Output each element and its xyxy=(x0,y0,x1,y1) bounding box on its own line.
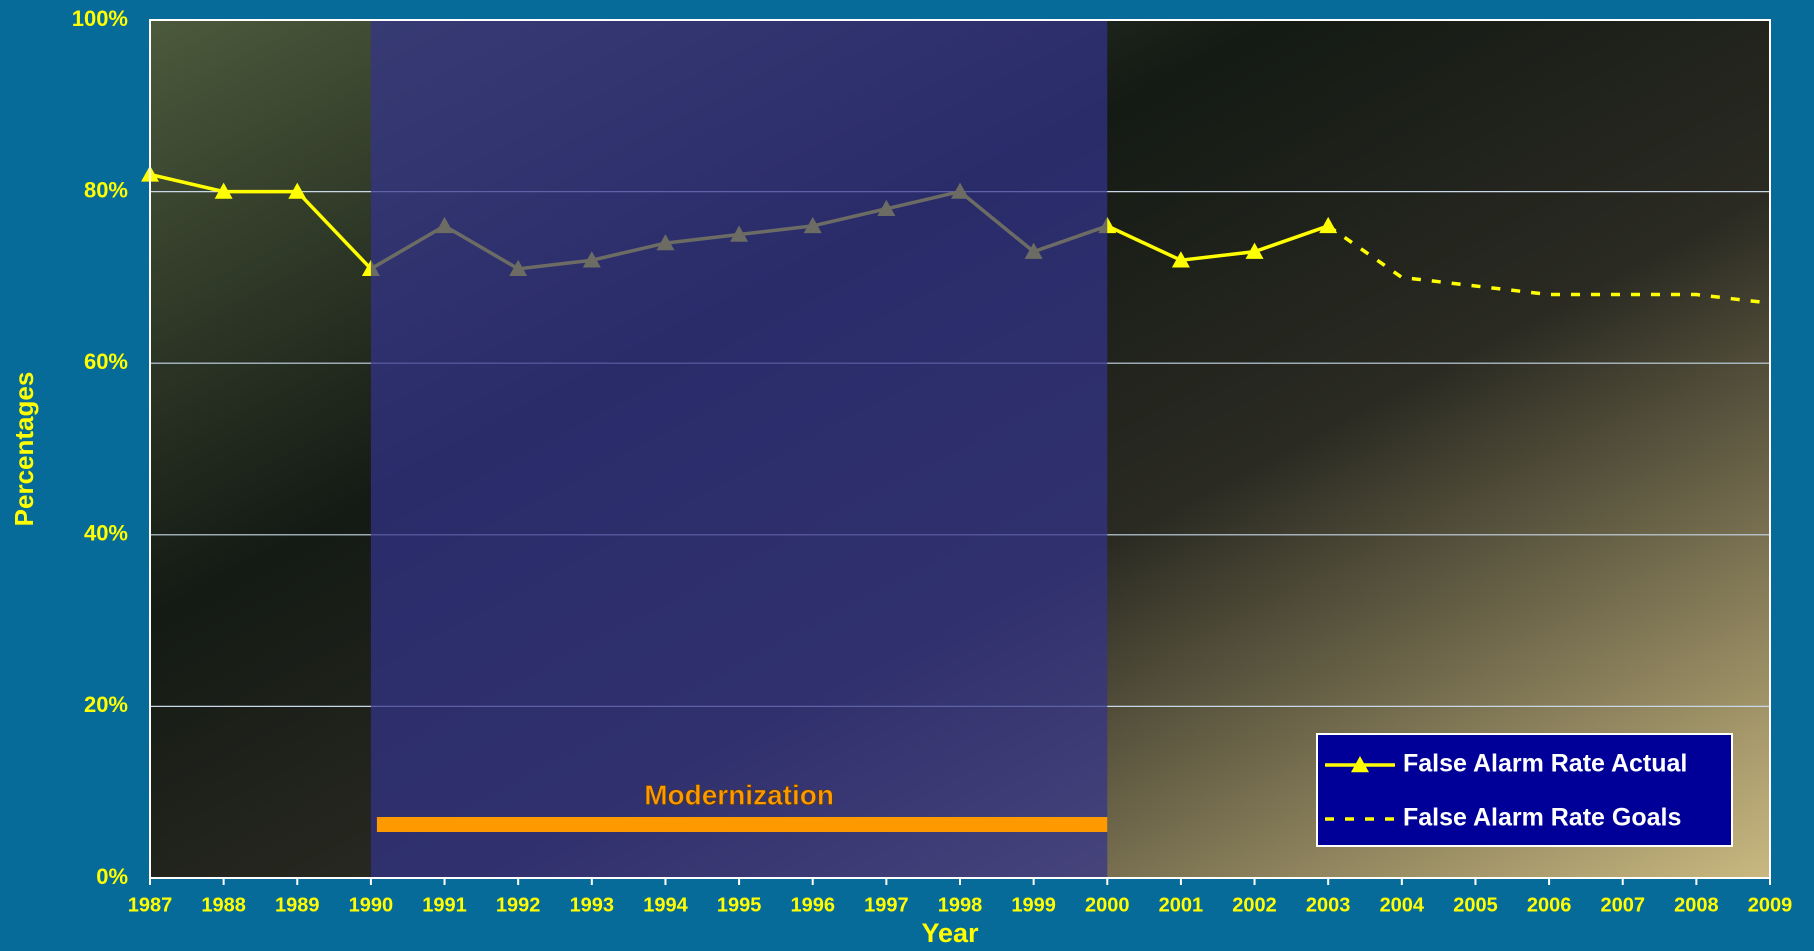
plot-border xyxy=(149,19,1771,879)
x-tick-label: 2006 xyxy=(1527,894,1572,916)
point-marker xyxy=(1171,251,1190,268)
x-tick-label: 2007 xyxy=(1600,894,1645,916)
x-tick-label: 2005 xyxy=(1453,894,1498,916)
x-tick-label: 2009 xyxy=(1748,894,1793,916)
x-tick-label: 1987 xyxy=(128,894,173,916)
x-tick-label: 1988 xyxy=(201,894,246,916)
x-tick-label: 1995 xyxy=(717,894,762,916)
y-tick-label: 80% xyxy=(84,177,128,202)
x-tick-label: 1992 xyxy=(496,894,541,916)
legend-label: False Alarm Rate Actual xyxy=(1403,750,1687,778)
legend-label: False Alarm Rate Goals xyxy=(1403,804,1681,832)
point-marker xyxy=(288,182,307,199)
legend-box xyxy=(1316,733,1733,847)
y-tick-label: 0% xyxy=(96,864,128,889)
x-tick-label: 1994 xyxy=(643,894,688,916)
x-tick-label: 1990 xyxy=(349,894,394,916)
legend: False Alarm Rate Actual False Alarm Rate … xyxy=(1316,733,1733,847)
x-tick-label: 2000 xyxy=(1085,894,1130,916)
point-marker xyxy=(214,182,233,199)
annotation-label: Modernization xyxy=(644,779,834,810)
x-tick-label: 1989 xyxy=(275,894,320,916)
x-tick-label: 1991 xyxy=(422,894,467,916)
x-tick-label: 2004 xyxy=(1380,894,1425,916)
annotation-bar xyxy=(376,817,1108,832)
x-tick-label: 1997 xyxy=(864,894,909,916)
y-tick-label: 60% xyxy=(84,349,128,374)
x-tick-label: 2001 xyxy=(1159,894,1204,916)
y-axis-title: Percentages xyxy=(9,372,39,527)
x-tick-label: 2008 xyxy=(1674,894,1719,916)
y-tick-label: 40% xyxy=(84,521,128,546)
point-marker xyxy=(1245,242,1264,259)
x-tick-label: 1993 xyxy=(570,894,615,916)
y-tick-label: 20% xyxy=(84,692,128,717)
legend-marker xyxy=(1351,756,1369,773)
x-tick-label: 2003 xyxy=(1306,894,1351,916)
x-axis-title: Year xyxy=(921,918,979,948)
x-tick-label: 1996 xyxy=(790,894,835,916)
highlight-region xyxy=(370,20,1108,878)
x-tick-label: 2002 xyxy=(1232,894,1277,916)
x-tick-label: 1998 xyxy=(938,894,983,916)
x-tick-label: 1999 xyxy=(1011,894,1056,916)
y-tick-label: 100% xyxy=(72,6,128,31)
series-line xyxy=(1327,224,1771,305)
